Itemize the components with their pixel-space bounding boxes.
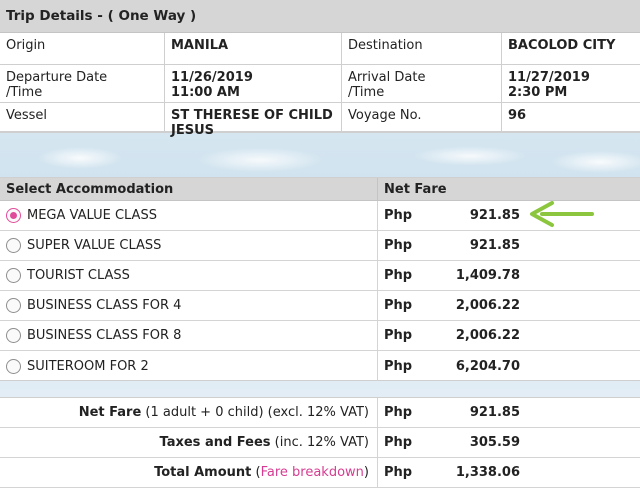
currency-label: Php (384, 358, 413, 374)
accommodation-option-label: TOURIST CLASS (27, 268, 130, 283)
taxes-amount: 305.59 (469, 435, 520, 450)
arrival-label-line1: Arrival Date (348, 70, 426, 85)
vessel-label: Vessel (0, 103, 165, 132)
select-accommodation-header: Select Accommodation (0, 178, 378, 200)
currency-label: Php (384, 328, 413, 343)
accommodation-option[interactable]: SUITEROOM FOR 2 Php 6,204.70 (0, 351, 640, 381)
net-fare-header: Net Fare (384, 182, 447, 197)
accommodation-list: MEGA VALUE CLASS Php 921.85 SUPER VALUE … (0, 201, 640, 381)
accommodation-option-selector[interactable]: MEGA VALUE CLASS (0, 201, 378, 230)
radio-button[interactable] (6, 298, 21, 313)
accommodation-option-label: SUITEROOM FOR 2 (27, 358, 149, 374)
accommodation-option-label: SUPER VALUE CLASS (27, 238, 162, 253)
accommodation-option[interactable]: SUPER VALUE CLASS Php 921.85 (0, 231, 640, 261)
currency-label: Php (384, 268, 413, 283)
origin-value: MANILA (165, 33, 342, 65)
total-amount: 1,338.06 (455, 465, 520, 480)
taxes-row: Taxes and Fees (inc. 12% VAT) Php 305.59 (0, 428, 640, 458)
accommodation-option-label: BUSINESS CLASS FOR 4 (27, 298, 182, 313)
accommodation-option[interactable]: MEGA VALUE CLASS Php 921.85 (0, 201, 640, 231)
currency-label: Php (384, 298, 413, 313)
net-fare-title: Net Fare (78, 405, 142, 420)
arrival-label-line2: /Time (348, 85, 385, 100)
radio-button[interactable] (6, 268, 21, 283)
destination-label: Destination (342, 33, 502, 65)
departure-label-line1: Departure Date (6, 70, 108, 85)
departure-label-line2: /Time (6, 85, 43, 100)
total-title: Total Amount (154, 465, 252, 480)
vessel-value: ST THERESE OF CHILD JESUS (165, 103, 342, 138)
radio-button[interactable] (6, 238, 21, 253)
fare-summary-panel: Net Fare (1 adult + 0 child) (excl. 12% … (0, 397, 640, 489)
arrival-date: 11/27/2019 (508, 70, 590, 85)
close-paren: ) (363, 465, 369, 480)
total-row: Total Amount (Fare breakdown) Php 1,338.… (0, 458, 640, 488)
taxes-detail: (inc. 12% VAT) (274, 435, 369, 450)
accommodation-option-label: MEGA VALUE CLASS (27, 208, 157, 223)
accommodation-option-selector[interactable]: TOURIST CLASS (0, 261, 378, 290)
net-fare-detail: (1 adult + 0 child) (excl. 12% VAT) (145, 405, 369, 420)
fare-amount: 6,204.70 (455, 358, 520, 374)
radio-button[interactable] (6, 328, 21, 343)
voyage-label: Voyage No. (342, 103, 502, 132)
currency-label: Php (384, 208, 413, 223)
accommodation-option-label: BUSINESS CLASS FOR 8 (27, 328, 182, 343)
departure-value: 11/26/2019 11:00 AM (165, 65, 342, 103)
voyage-value: 96 (502, 103, 640, 132)
accommodation-option[interactable]: TOURIST CLASS Php 1,409.78 (0, 261, 640, 291)
green-arrow-icon (530, 201, 594, 227)
net-fare-label: Net Fare (1 adult + 0 child) (excl. 12% … (0, 398, 378, 427)
fare-amount: 921.85 (469, 238, 520, 253)
fare-amount: 2,006.22 (455, 298, 520, 313)
accommodation-option-selector[interactable]: SUITEROOM FOR 2 (0, 351, 378, 381)
origin-label: Origin (0, 33, 165, 65)
arrival-time: 2:30 PM (508, 85, 568, 100)
vessel-name-line1: ST THERESE OF CHILD (171, 108, 333, 123)
taxes-title: Taxes and Fees (159, 435, 271, 450)
arrival-label: Arrival Date /Time (342, 65, 502, 103)
accommodation-header: Select Accommodation Net Fare (0, 178, 640, 201)
currency-label: Php (384, 465, 413, 480)
arrival-value: 11/27/2019 2:30 PM (502, 65, 640, 103)
accommodation-option[interactable]: BUSINESS CLASS FOR 8 Php 2,006.22 (0, 321, 640, 351)
accommodation-option-selector[interactable]: SUPER VALUE CLASS (0, 231, 378, 260)
accommodation-option-selector[interactable]: BUSINESS CLASS FOR 8 (0, 321, 378, 350)
vessel-name-line2: JESUS (171, 123, 214, 138)
net-fare-row: Net Fare (1 adult + 0 child) (excl. 12% … (0, 398, 640, 428)
destination-value: BACOLOD CITY (502, 33, 640, 65)
background-clouds (0, 130, 640, 180)
radio-button[interactable] (6, 358, 21, 374)
currency-label: Php (384, 435, 413, 450)
fare-amount: 921.85 (469, 208, 520, 223)
departure-date: 11/26/2019 (171, 70, 253, 85)
trip-details-title: Trip Details - ( One Way ) (0, 0, 640, 33)
total-label: Total Amount (Fare breakdown) (0, 458, 378, 487)
open-paren: ( (255, 465, 261, 480)
currency-label: Php (384, 238, 413, 253)
trip-details-grid: Origin MANILA Destination BACOLOD CITY D… (0, 33, 640, 138)
fare-breakdown-link[interactable]: Fare breakdown (260, 465, 364, 480)
departure-time: 11:00 AM (171, 85, 240, 100)
fare-amount: 1,409.78 (455, 268, 520, 283)
accommodation-option[interactable]: BUSINESS CLASS FOR 4 Php 2,006.22 (0, 291, 640, 321)
accommodation-option-selector[interactable]: BUSINESS CLASS FOR 4 (0, 291, 378, 320)
fare-amount: 2,006.22 (455, 328, 520, 343)
trip-details-panel: Trip Details - ( One Way ) Origin MANILA… (0, 0, 640, 138)
radio-button[interactable] (6, 208, 21, 223)
currency-label: Php (384, 405, 413, 420)
net-fare-amount: 921.85 (469, 405, 520, 420)
taxes-label: Taxes and Fees (inc. 12% VAT) (0, 428, 378, 457)
departure-label: Departure Date /Time (0, 65, 165, 103)
